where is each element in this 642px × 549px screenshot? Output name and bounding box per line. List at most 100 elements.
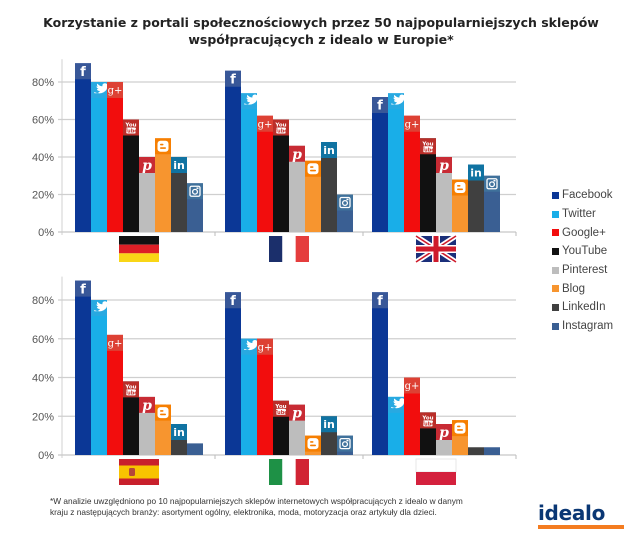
bar-linkedin-france xyxy=(321,142,337,232)
bar-google-italy xyxy=(257,338,273,455)
svg-text:You: You xyxy=(124,384,136,390)
y-tick-label: 80% xyxy=(32,77,54,89)
legend-item-blog: Blog xyxy=(552,279,613,298)
legend-label: LinkedIn xyxy=(562,301,606,314)
svg-text:Tube: Tube xyxy=(124,129,138,135)
bar-facebook-poland xyxy=(372,292,388,455)
bar-youtube-germany xyxy=(123,119,139,232)
svg-text:Tube: Tube xyxy=(124,390,138,396)
bar-linkedin-uk xyxy=(468,164,484,232)
idealo-logo: idealo xyxy=(538,502,624,529)
blogger-icon xyxy=(155,138,171,155)
flag-uk xyxy=(414,233,458,265)
legend-item-instagram: Instagram xyxy=(552,317,613,336)
svg-text:f: f xyxy=(230,72,236,87)
y-tick-label: 40% xyxy=(32,373,54,385)
bar-facebook-france xyxy=(225,70,241,232)
linkedin-icon: in xyxy=(321,416,337,433)
svg-text:f: f xyxy=(80,282,86,297)
youtube-icon: YouTube xyxy=(420,412,436,429)
svg-text:g+: g+ xyxy=(258,119,273,130)
legend-swatch xyxy=(552,303,559,311)
pinterest-icon: p xyxy=(436,424,452,441)
svg-text:Tube: Tube xyxy=(421,147,435,153)
pinterest-icon: p xyxy=(289,145,305,163)
facebook-icon: f xyxy=(75,280,91,297)
google-plus-icon: g+ xyxy=(257,115,273,132)
bar-blog-france xyxy=(305,160,321,232)
facebook-icon: f xyxy=(372,97,388,114)
legend-label: Pinterest xyxy=(562,264,608,277)
google-plus-icon: g+ xyxy=(107,82,123,98)
linkedin-icon: in xyxy=(171,424,187,440)
bar-google-poland xyxy=(404,377,420,455)
legend-swatch xyxy=(552,285,559,293)
legend: Facebook Twitter Google+ YouTube Pinterest Bl… xyxy=(552,186,613,336)
svg-text:in: in xyxy=(470,166,482,179)
twitter-icon xyxy=(241,93,259,110)
bar-google-germany xyxy=(107,82,123,232)
bar-pinterest-uk xyxy=(436,157,452,232)
bar-pinterest-france xyxy=(289,145,305,232)
svg-text:f: f xyxy=(230,294,236,309)
svg-text:Tube: Tube xyxy=(274,410,288,416)
svg-text:g+: g+ xyxy=(258,342,273,353)
legend-label: Instagram xyxy=(562,320,614,333)
twitter-icon xyxy=(91,82,109,98)
pinterest-icon: p xyxy=(289,404,305,422)
svg-text:p: p xyxy=(439,158,449,174)
legend-item-facebook: Facebook xyxy=(552,186,613,205)
bar-instagram-poland xyxy=(484,447,500,455)
bar-google-uk xyxy=(404,115,420,232)
bar-youtube-uk xyxy=(420,138,436,232)
panel-germany: f g+ YouTube p in xyxy=(75,63,203,262)
bar-facebook-uk xyxy=(372,97,388,232)
chart-title: Korzystanie z portali społecznościowych … xyxy=(0,14,642,48)
y-tick-label: 60% xyxy=(32,334,54,346)
bar-facebook-spain xyxy=(75,280,91,455)
legend-label: Facebook xyxy=(562,189,613,202)
blogger-icon xyxy=(305,160,321,177)
svg-text:g+: g+ xyxy=(405,381,420,392)
youtube-icon: YouTube xyxy=(123,119,139,136)
svg-text:g+: g+ xyxy=(108,86,123,97)
linkedin-icon: in xyxy=(321,142,337,158)
panel-italy: f g+ YouTube p in xyxy=(225,292,353,485)
y-tick-label: 60% xyxy=(32,115,54,127)
svg-text:f: f xyxy=(80,65,86,80)
bar-facebook-italy xyxy=(225,292,241,455)
svg-text:in: in xyxy=(173,159,185,172)
legend-item-pinterest: Pinterest xyxy=(552,261,613,280)
blogger-icon xyxy=(452,420,468,437)
svg-text:g+: g+ xyxy=(108,338,123,349)
blogger-icon xyxy=(452,179,468,196)
facebook-icon: f xyxy=(75,63,91,80)
pinterest-icon: p xyxy=(139,396,155,414)
footnote: *W analizie uwzględniono po 10 najpopula… xyxy=(50,496,463,517)
title-line-2: współpracujących z idealo w Europie* xyxy=(188,32,454,47)
google-plus-icon: g+ xyxy=(107,334,123,351)
instagram-icon xyxy=(187,183,203,200)
legend-swatch xyxy=(552,322,559,330)
svg-text:f: f xyxy=(377,99,383,114)
bar-pinterest-germany xyxy=(139,157,155,232)
bar-instagram-spain xyxy=(187,443,203,455)
legend-label: Google+ xyxy=(562,226,606,239)
linkedin-icon: in xyxy=(468,164,484,181)
y-tick-label: 0% xyxy=(38,227,54,239)
google-plus-icon: g+ xyxy=(404,115,420,132)
svg-text:You: You xyxy=(274,123,286,129)
bar-blog-germany xyxy=(155,138,171,232)
legend-swatch xyxy=(552,229,559,237)
flag-poland xyxy=(415,458,457,485)
svg-text:Tube: Tube xyxy=(421,421,435,427)
bar-twitter-france xyxy=(241,93,257,232)
legend-label: Blog xyxy=(562,282,586,295)
facebook-icon: f xyxy=(225,70,241,87)
svg-text:f: f xyxy=(377,294,383,309)
instagram-icon xyxy=(337,194,353,211)
legend-swatch xyxy=(552,266,559,274)
